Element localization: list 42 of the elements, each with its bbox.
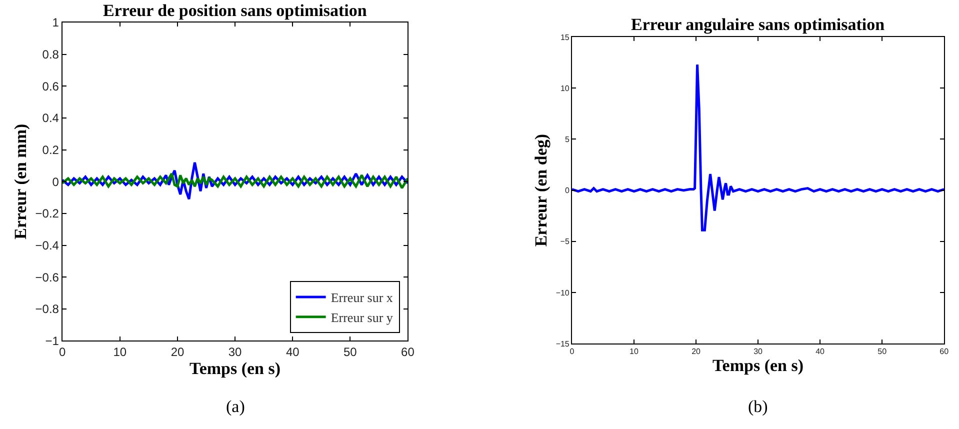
- y-tick-label: −15: [556, 339, 570, 348]
- y-tick-label: 5: [564, 135, 570, 144]
- y-tick-label: −10: [556, 288, 570, 298]
- text: (a): [226, 397, 245, 416]
- y-tick-label: 1: [52, 16, 60, 30]
- x-tick-label: 50: [878, 347, 888, 356]
- legend-label: Erreur sur y: [330, 310, 394, 325]
- x-tick-label: 60: [940, 347, 950, 356]
- x-axis-title: Temps (en s): [712, 356, 804, 376]
- y-tick-label: −0.4: [35, 238, 60, 252]
- y-axis-title: Erreur (en mm): [10, 124, 30, 240]
- x-tick-label: 30: [228, 345, 242, 360]
- x-tick-label: 50: [343, 345, 358, 360]
- x-tick-label: 40: [286, 345, 300, 360]
- y-tick-label: 0: [564, 186, 570, 196]
- y-tick-label: 0.6: [42, 79, 60, 94]
- y-tick-label: 10: [560, 84, 570, 93]
- text: (b): [748, 397, 768, 416]
- y-tick-label: −0.6: [35, 270, 60, 284]
- y-tick-label: 0.2: [42, 142, 60, 157]
- chart-title: Erreur de position sans optimisation: [103, 1, 368, 20]
- y-tick-label: 0: [52, 174, 60, 189]
- chart-title: Erreur angulaire sans optimisation: [631, 15, 886, 34]
- y-tick-label: −1: [45, 334, 60, 348]
- y-axis-title: Erreur (en deg): [531, 134, 550, 247]
- x-tick-label: 20: [170, 345, 184, 360]
- line-series: [572, 63, 944, 232]
- y-tick-label: −5: [560, 237, 570, 246]
- legend-label: Erreur sur x: [330, 290, 394, 306]
- y-tick-label: 15: [560, 32, 570, 42]
- x-tick-label: 10: [113, 345, 127, 360]
- x-tick-label: 40: [816, 347, 826, 356]
- x-tick-label: 10: [630, 347, 640, 356]
- y-tick-label: −0.8: [35, 302, 60, 316]
- y-tick-label: 0.8: [42, 48, 60, 62]
- y-tick-label: 0.4: [42, 111, 60, 126]
- x-tick-label: 30: [754, 347, 764, 356]
- line-series: [62, 172, 408, 190]
- x-axis-title: Temps (en s): [190, 359, 281, 378]
- y-tick-label: −0.2: [35, 206, 60, 221]
- x-tick-label: 20: [692, 347, 702, 356]
- x-tick-label: 60: [401, 345, 415, 360]
